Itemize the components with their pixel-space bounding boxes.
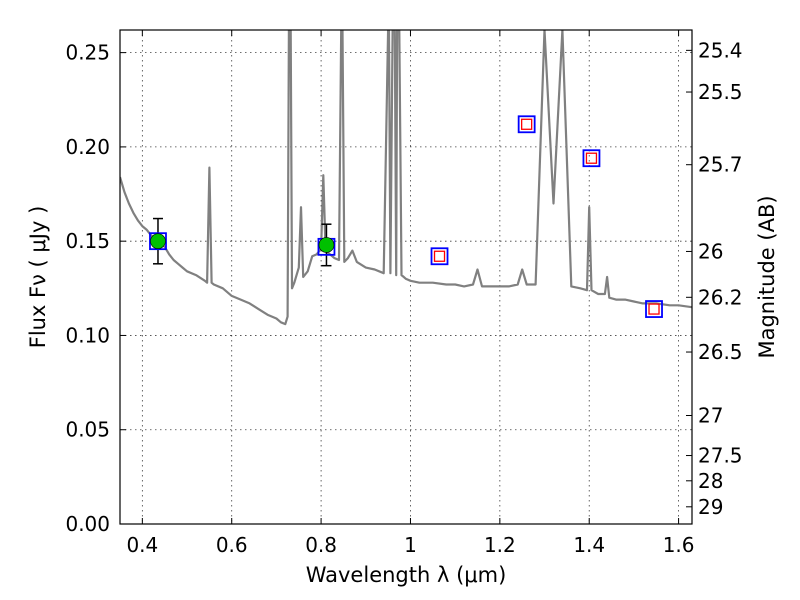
ticks-layer: 0.4 0.6 0.8 1 1.2 1.4 1.6 0.00 0.05 0.10 0.15 0.20 0…: [65, 30, 743, 557]
x-tick-label: 1: [404, 533, 417, 557]
upper-limit-marker: [521, 118, 533, 130]
upper-limit-marker: [648, 303, 660, 315]
y-tick-label: 0.15: [65, 229, 110, 253]
x-tick-label: 1.2: [484, 533, 516, 557]
mag-tick-label: 25.4: [698, 38, 743, 62]
mag-tick-label: 29: [698, 495, 723, 519]
grid-lines: [120, 30, 692, 524]
y-axis-right-label: Magnitude (AB): [755, 195, 779, 358]
observed-photometry-marker: [150, 233, 166, 249]
model-photometry-marker: [582, 149, 601, 168]
y-tick-label: 0.00: [65, 512, 110, 536]
y-tick-label: 0.20: [65, 135, 110, 159]
mag-tick-label: 25.7: [698, 153, 743, 177]
model-photometry-marker: [645, 300, 663, 318]
marker-layer: [149, 115, 663, 318]
x-tick-label: 1.4: [573, 533, 605, 557]
mag-tick-label: 26.5: [698, 340, 743, 364]
mag-tick-label: 25.5: [698, 80, 743, 104]
model-photometry-marker: [517, 115, 536, 134]
mag-tick-label: 27: [698, 403, 723, 427]
y-tick-label: 0.05: [65, 418, 110, 442]
upper-limit-marker: [585, 152, 598, 164]
mag-tick-label: 26: [698, 239, 723, 263]
spectrum-line: [120, 30, 692, 326]
observed-photometry-marker: [318, 237, 335, 253]
model-photometry-marker: [430, 247, 449, 266]
upper-limit-marker: [433, 250, 446, 262]
y-axis-label: Flux Fν ( μJy ): [26, 206, 50, 349]
mag-tick-label: 26.2: [698, 285, 743, 309]
series-layer: [120, 30, 692, 326]
plot-frame: [119, 29, 693, 525]
mag-tick-label: 28: [698, 469, 723, 493]
mag-tick-label: 27.5: [698, 444, 743, 468]
x-tick-label: 0.4: [126, 533, 158, 557]
x-axis-label: Wavelength λ (μm): [306, 563, 507, 587]
x-tick-label: 1.6: [663, 533, 695, 557]
x-tick-label: 0.8: [305, 533, 337, 557]
y-tick-label: 0.25: [65, 41, 110, 65]
y-tick-label: 0.10: [65, 323, 110, 347]
x-tick-label: 0.6: [216, 533, 248, 557]
model-photometry-marker: [149, 232, 167, 251]
